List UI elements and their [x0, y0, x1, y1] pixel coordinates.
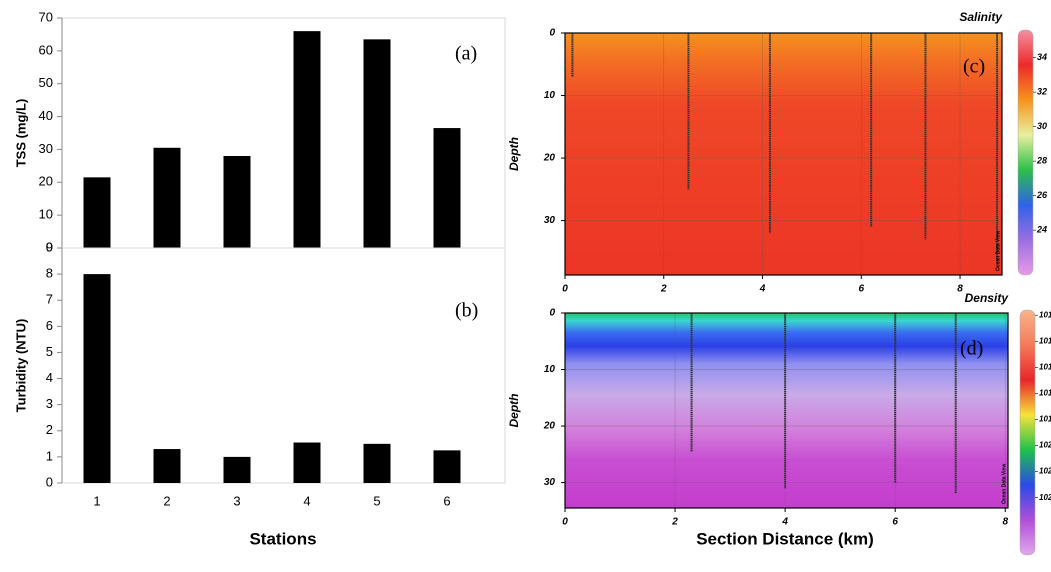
- plot-frame: [61, 247, 506, 484]
- section-title: Density: [965, 291, 1010, 305]
- colorbar-label: 24: [1036, 225, 1047, 235]
- colorbar-label: 1018: [1039, 389, 1051, 398]
- y-tick-label: 10: [544, 90, 556, 101]
- section-title: Salinity: [959, 10, 1003, 24]
- bar: [83, 274, 111, 483]
- x-axis-label: Section Distance (km): [696, 529, 874, 548]
- x-tick-label: 2: [163, 493, 170, 508]
- bar: [433, 450, 461, 483]
- bar: [153, 147, 181, 248]
- bar: [293, 31, 321, 249]
- bar: [293, 442, 321, 483]
- plot-frame: [564, 32, 1003, 276]
- y-tick-label: 30: [544, 477, 556, 488]
- x-tick-label: 1: [93, 493, 100, 508]
- plot-frame: [564, 312, 1009, 509]
- y-tick-label: 20: [39, 174, 53, 189]
- colorbar-label: 30: [1037, 121, 1047, 131]
- x-tick-label: 6: [858, 284, 864, 295]
- x-tick-label: 3: [233, 493, 240, 508]
- y-tick-label: 0: [549, 308, 555, 319]
- x-tick-label: 4: [303, 493, 310, 508]
- y-axis-label: Depth: [507, 394, 521, 428]
- y-tick-label: 30: [544, 215, 556, 226]
- y-tick-label: 7: [46, 292, 53, 307]
- y-tick-label: 8: [46, 266, 53, 281]
- bar: [363, 443, 391, 483]
- y-tick-label: 2: [46, 422, 53, 437]
- y-tick-label: 0: [549, 28, 555, 39]
- section-field: [565, 313, 1008, 508]
- colorbar-label: 1015: [1039, 310, 1051, 319]
- y-tick-label: 0: [46, 239, 53, 254]
- y-tick-label: 9: [46, 239, 53, 254]
- y-axis-label: Turbidity (NTU): [13, 319, 28, 413]
- y-tick-label: 6: [46, 318, 53, 333]
- y-tick-label: 3: [46, 396, 53, 411]
- annotation: (a): [455, 43, 477, 65]
- colorbar-label: 1017: [1039, 362, 1051, 371]
- colorbar-label: 26: [1036, 190, 1048, 200]
- colorbar: [1017, 29, 1034, 276]
- y-tick-label: 20: [543, 421, 556, 432]
- watermark: Ocean Data View: [995, 231, 1001, 271]
- colorbar-label: 1021: [1039, 467, 1051, 476]
- x-tick-label: 0: [562, 517, 568, 528]
- y-tick-label: 60: [39, 42, 53, 57]
- y-tick-label: 0: [46, 474, 53, 489]
- y-tick-label: 1: [46, 448, 53, 463]
- x-tick-label: 2: [660, 284, 667, 295]
- bar: [363, 39, 391, 248]
- y-tick-label: 10: [39, 207, 53, 222]
- colorbar-label: 1016: [1039, 336, 1051, 345]
- x-tick-label: 6: [892, 517, 898, 528]
- colorbar-label: 1022: [1039, 493, 1051, 502]
- bar: [223, 156, 251, 248]
- x-tick-label: 8: [1002, 517, 1008, 528]
- y-tick-label: 70: [39, 9, 53, 24]
- annotation: (d): [960, 338, 983, 360]
- y-tick-label: 20: [543, 153, 556, 164]
- y-tick-label: 30: [39, 141, 53, 156]
- y-tick-label: 4: [46, 370, 53, 385]
- watermark: Ocean Data View: [1001, 464, 1007, 504]
- y-axis-label: TSS (mg/L): [13, 99, 28, 168]
- x-tick-label: 8: [957, 284, 963, 295]
- annotation: (b): [455, 300, 478, 322]
- x-tick-label: 4: [781, 517, 788, 528]
- annotation: (c): [963, 56, 985, 78]
- colorbar-label: 34: [1037, 52, 1047, 62]
- colorbar: [1019, 309, 1036, 556]
- x-tick-label: 6: [443, 493, 450, 508]
- y-tick-label: 50: [39, 75, 53, 90]
- bar: [153, 449, 181, 483]
- y-tick-label: 5: [46, 344, 53, 359]
- bar: [223, 456, 251, 483]
- bar: [433, 128, 461, 248]
- section-field: [565, 33, 1002, 275]
- y-axis-label: Depth: [507, 137, 521, 171]
- x-tick-label: 4: [759, 284, 766, 295]
- colorbar-label: 1019: [1039, 415, 1051, 424]
- x-tick-label: 5: [373, 493, 380, 508]
- colorbar-label: 32: [1037, 86, 1047, 96]
- bar: [83, 177, 111, 248]
- x-axis-label: Stations: [249, 529, 316, 548]
- y-tick-label: 10: [544, 364, 556, 375]
- x-tick-label: 0: [562, 284, 568, 295]
- y-tick-label: 40: [39, 108, 53, 123]
- colorbar-label: 28: [1036, 156, 1047, 166]
- x-tick-label: 2: [671, 517, 678, 528]
